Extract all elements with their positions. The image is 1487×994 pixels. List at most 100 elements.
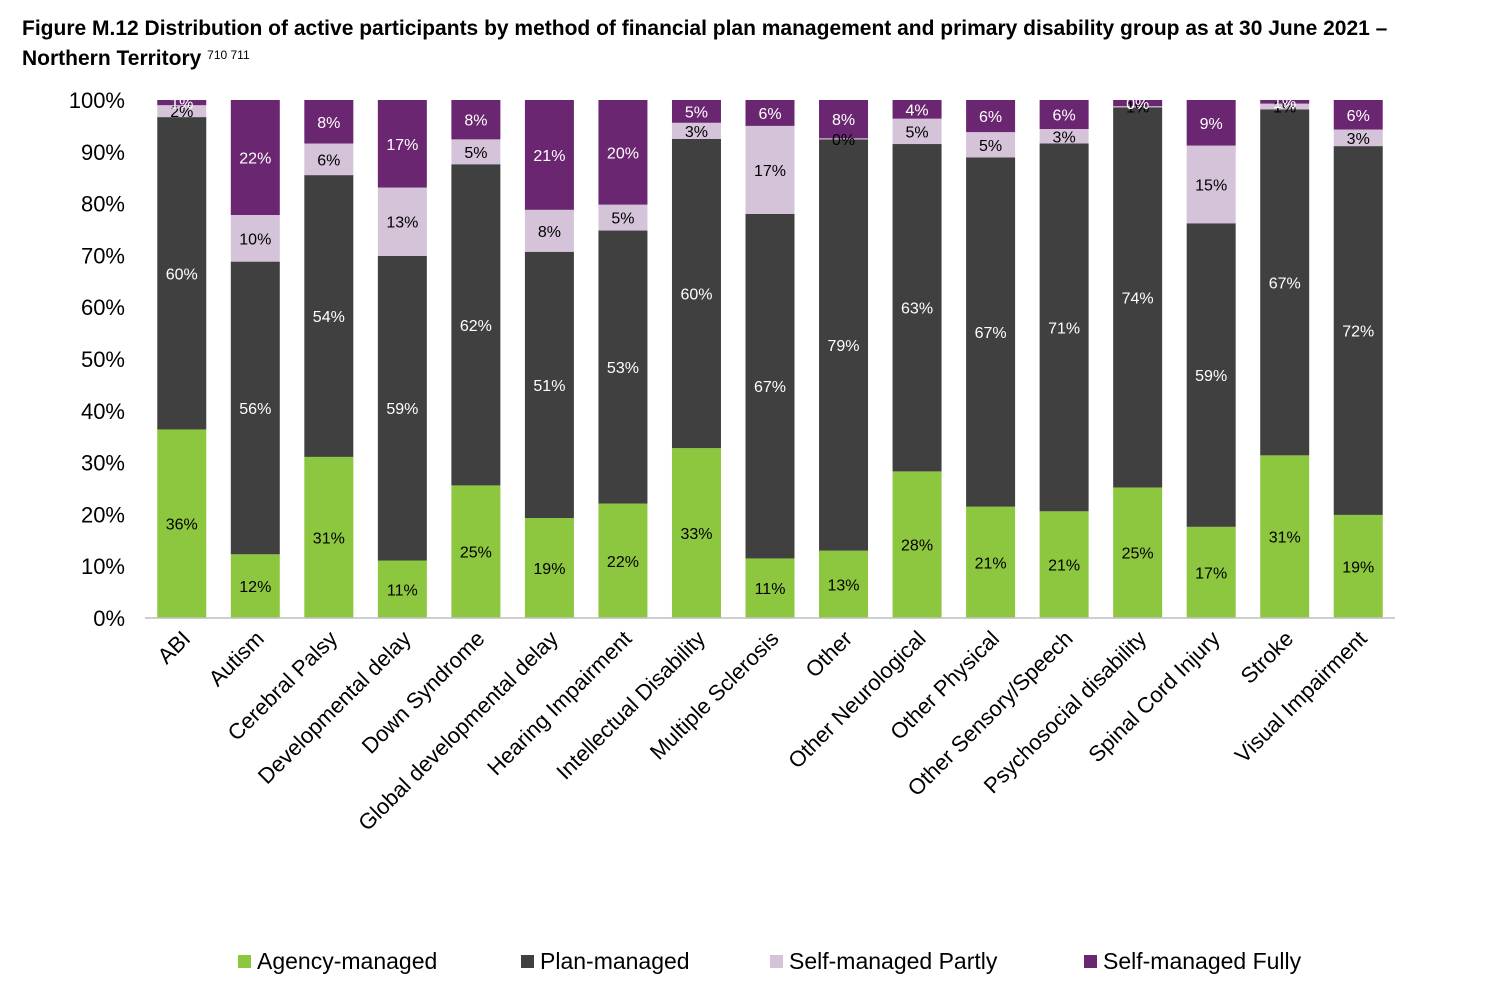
title-footnotes: 710 711	[207, 48, 250, 62]
bar-segment-self_partly	[745, 125, 795, 214]
y-tick-label: 10%	[81, 554, 125, 579]
bar-segment-plan	[966, 157, 1016, 507]
bar-segment-self_partly	[598, 204, 648, 231]
bar-segment-self_partly	[1113, 106, 1163, 108]
y-tick-label: 40%	[81, 399, 125, 424]
x-tick-label: Down Syndrome	[357, 626, 490, 759]
bar-segment-self_partly	[1186, 145, 1236, 224]
bar-segment-self_partly	[524, 209, 574, 252]
bar-segment-self_partly	[892, 118, 942, 145]
bar-segment-agency	[1113, 487, 1163, 618]
bar-value-label: 17%	[754, 163, 786, 180]
bar-segment-plan	[1113, 107, 1163, 488]
bar-value-label: 0%	[1126, 96, 1149, 113]
y-tick-label: 70%	[81, 243, 125, 268]
bar-segment-plan	[377, 255, 427, 561]
bar-segment-plan	[819, 139, 869, 551]
bar-value-label: 19%	[533, 561, 565, 578]
bar-value-label: 9%	[1200, 116, 1223, 133]
legend-item-agency: Agency-managed	[238, 948, 437, 975]
bar-segment-self_fully	[819, 100, 869, 139]
bar-segment-agency	[598, 503, 648, 618]
bar-value-label: 22%	[607, 554, 639, 571]
bars	[157, 100, 1383, 618]
y-tick-label: 80%	[81, 192, 125, 217]
bar-value-label: 53%	[607, 360, 639, 377]
bar-segment-plan	[671, 138, 721, 449]
bar-value-label: 6%	[979, 109, 1002, 126]
legend-swatch	[521, 955, 534, 968]
bar-value-label: 6%	[758, 106, 781, 123]
bar-segment-self_fully	[671, 100, 721, 123]
legend-swatch	[238, 955, 251, 968]
bar-value-label: 6%	[1053, 108, 1076, 125]
bar-segment-self_fully	[966, 100, 1016, 133]
bar-segment-agency	[524, 518, 574, 618]
bar-value-label: 6%	[1347, 108, 1370, 125]
y-tick-label: 30%	[81, 451, 125, 476]
bar-value-label: 10%	[239, 231, 271, 248]
bar-segment-self_fully	[1113, 100, 1163, 107]
bar-value-label: 11%	[387, 582, 418, 599]
bar-segment-self_partly	[451, 139, 501, 165]
bar-segment-self_partly	[1260, 103, 1310, 110]
bar-segment-plan	[451, 164, 501, 486]
bar-value-label: 67%	[975, 325, 1007, 342]
bar-segment-agency	[819, 550, 869, 618]
bar-segment-agency	[377, 560, 427, 618]
bar-value-label: 1%	[1126, 100, 1149, 117]
bar-segment-self_partly	[157, 105, 207, 118]
bar-segment-agency	[230, 554, 280, 618]
bar-segment-agency	[451, 485, 501, 618]
bar-value-label: 8%	[317, 115, 340, 132]
legend-item-self_partly: Self-managed Partly	[770, 948, 997, 975]
bar-value-label: 5%	[905, 124, 928, 141]
bar-value-label: 5%	[464, 145, 487, 162]
bar-value-label: 62%	[460, 318, 492, 335]
bar-value-label: 11%	[755, 581, 786, 598]
x-tick-label: Autism	[204, 626, 269, 691]
bar-segment-plan	[745, 213, 795, 559]
bar-value-label: 8%	[464, 113, 487, 130]
x-tick-label: Other Neurological	[783, 626, 930, 773]
bar-segment-plan	[892, 144, 942, 472]
bar-segment-plan	[304, 175, 354, 457]
y-tick-label: 100%	[69, 88, 125, 113]
bar-segment-self_fully	[157, 100, 207, 106]
bar-segment-plan	[1039, 143, 1089, 512]
bar-value-label: 4%	[905, 102, 928, 119]
x-tick-label: Multiple Sclerosis	[645, 626, 784, 765]
legend-label: Agency-managed	[257, 948, 438, 974]
bar-value-label: 3%	[1347, 131, 1370, 148]
bar-value-label: 5%	[979, 138, 1002, 155]
bar-value-label: 2%	[170, 104, 193, 121]
bar-segment-self_fully	[1260, 100, 1310, 104]
bar-segment-self_partly	[671, 122, 721, 139]
bar-segment-self_fully	[598, 100, 648, 205]
bar-segment-agency	[966, 506, 1016, 618]
bar-segment-self_fully	[377, 100, 427, 188]
bar-value-label: 79%	[828, 338, 860, 355]
bar-value-label: 15%	[1195, 177, 1227, 194]
legend-item-self_fully: Self-managed Fully	[1084, 948, 1301, 975]
bar-value-label: 6%	[317, 152, 340, 169]
bar-segment-agency	[892, 471, 942, 618]
bar-segment-self_fully	[524, 100, 574, 210]
bar-value-label: 19%	[1342, 559, 1374, 576]
bar-segment-agency	[1333, 514, 1383, 618]
x-tick-label: Hearing Impairment	[482, 626, 636, 780]
y-tick-label: 90%	[81, 140, 125, 165]
bar-value-label: 13%	[828, 577, 860, 594]
bar-value-label: 74%	[1122, 290, 1154, 307]
bar-segment-plan	[157, 117, 207, 430]
bar-segment-self_partly	[819, 138, 869, 140]
x-tick-label: Visual Impairment	[1230, 626, 1372, 768]
bar-value-label: 12%	[239, 579, 271, 596]
bar-value-label: 54%	[313, 309, 345, 326]
chart-title-text: Figure M.12 Distribution of active parti…	[22, 17, 1388, 70]
bar-segment-self_fully	[230, 100, 280, 215]
bar-segment-self_partly	[1039, 129, 1089, 144]
bar-value-labels: 36%60%2%1%12%56%10%22%31%54%6%8%11%59%13…	[166, 95, 1375, 599]
bar-value-label: 0%	[832, 132, 855, 149]
